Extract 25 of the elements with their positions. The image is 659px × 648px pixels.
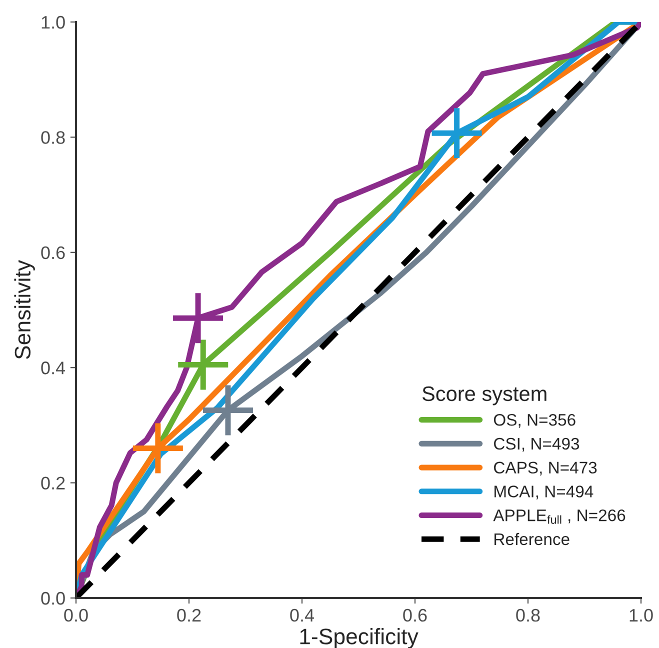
y-tick-label: 0.4: [41, 362, 66, 374]
legend-label: Reference: [494, 532, 570, 546]
legend-label: CSI, N=493: [494, 438, 580, 452]
y-tick-label: 0.0: [41, 592, 65, 605]
legend-label: APPLE$_{full}$ , N=266: [493, 509, 626, 524]
legend-label: MCAI, N=494: [494, 486, 594, 500]
point: [178, 340, 228, 390]
x-tick-label: 0.0: [64, 608, 88, 622]
x-tick-label: 1.0: [630, 608, 653, 622]
legend-label: CAPS, N=473: [494, 462, 597, 476]
x-tick-label: 0.8: [516, 608, 540, 622]
point: [432, 108, 482, 158]
x-tick-label: 0.4: [290, 608, 314, 622]
y-axis-title: Sensitivity: [14, 260, 35, 360]
point: [202, 385, 253, 436]
legend-label: OS, N=356: [494, 414, 576, 428]
y-tick-label: 0.2: [41, 476, 65, 490]
y-tick-label: 0.8: [41, 131, 65, 144]
y-tick-label: 0.6: [41, 246, 65, 260]
point: [173, 293, 224, 344]
x-tick-label: 0.6: [403, 608, 427, 622]
y-tick-label: 1.0: [42, 16, 65, 29]
legend-title: Score system: [422, 386, 546, 406]
x-tick-label: 0.2: [177, 608, 201, 622]
point: [132, 423, 183, 474]
